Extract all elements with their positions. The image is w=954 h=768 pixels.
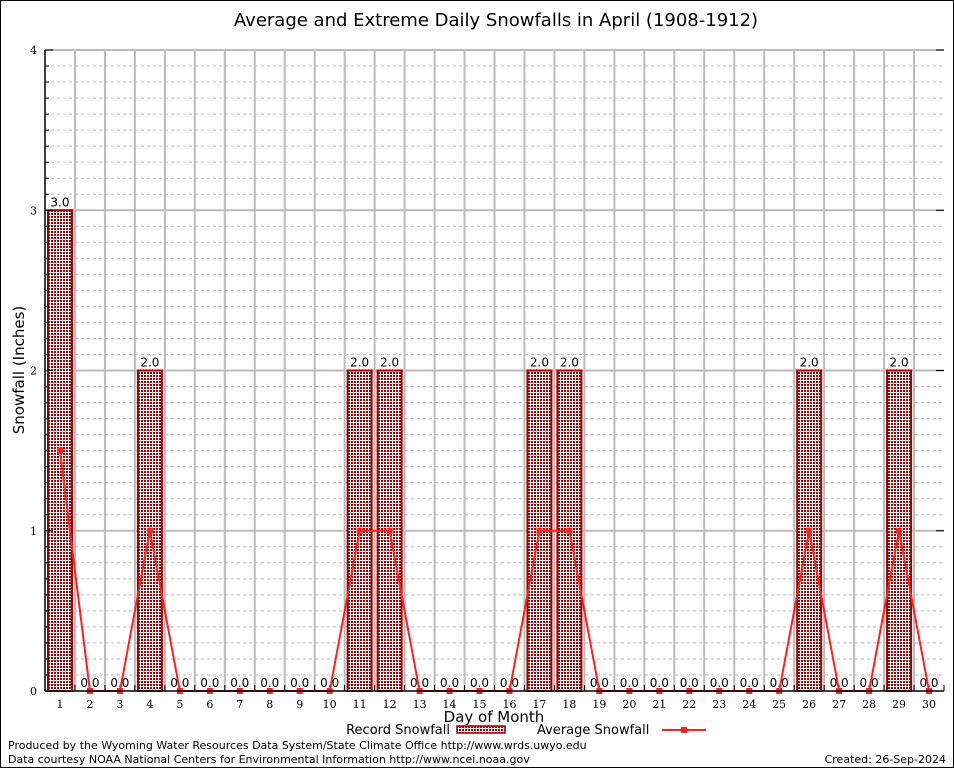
x-tick-label: 29 — [892, 698, 906, 711]
x-tick-label: 24 — [742, 698, 756, 711]
x-tick-label: 23 — [712, 698, 726, 711]
bar-value-label: 0.0 — [200, 676, 219, 690]
bar-value-label: 0.0 — [590, 676, 609, 690]
x-tick-label: 8 — [266, 698, 273, 711]
average-point — [146, 527, 153, 534]
x-axis-label: Day of Month — [444, 708, 545, 726]
bar-value-label: 0.0 — [620, 676, 639, 690]
bar-value-label: 2.0 — [560, 356, 579, 370]
bar-value-label: 0.0 — [170, 676, 189, 690]
bar-value-label: 2.0 — [530, 356, 549, 370]
y-tick-label: 4 — [30, 44, 37, 57]
legend-average-marker — [681, 727, 687, 733]
average-point — [896, 527, 903, 534]
bar-value-label: 2.0 — [350, 356, 369, 370]
footer-produced-by: Produced by the Wyoming Water Resources … — [8, 739, 587, 752]
x-tick-label: 2 — [86, 698, 93, 711]
bar-value-label: 0.0 — [470, 676, 489, 690]
bar-value-label: 0.0 — [440, 676, 459, 690]
bar-value-label: 0.0 — [110, 676, 129, 690]
bar-value-label: 0.0 — [919, 676, 938, 690]
x-tick-label: 17 — [532, 698, 546, 711]
bar-value-label: 0.0 — [410, 676, 429, 690]
y-axis-label: Snowfall (Inches) — [10, 306, 28, 434]
average-point — [536, 527, 543, 534]
x-tick-label: 19 — [592, 698, 606, 711]
bar-value-label: 0.0 — [770, 676, 789, 690]
x-tick-label: 9 — [296, 698, 303, 711]
bar-value-label: 2.0 — [890, 356, 909, 370]
legend-record-swatch — [456, 725, 506, 734]
bar-value-label: 0.0 — [740, 676, 759, 690]
footer-created: Created: 26-Sep-2024 — [824, 753, 946, 766]
average-point — [386, 527, 393, 534]
bar-value-label: 2.0 — [800, 356, 819, 370]
x-tick-label: 22 — [682, 698, 696, 711]
x-tick-label: 1 — [56, 698, 63, 711]
bar-value-label: 0.0 — [260, 676, 279, 690]
x-tick-label: 30 — [922, 698, 936, 711]
x-tick-label: 25 — [772, 698, 786, 711]
x-tick-label: 26 — [802, 698, 816, 711]
x-tick-label: 16 — [502, 698, 516, 711]
bar-value-label: 0.0 — [230, 676, 249, 690]
bar-value-label: 0.0 — [830, 676, 849, 690]
y-tick-label: 3 — [30, 204, 37, 217]
x-tick-label: 5 — [176, 698, 183, 711]
x-tick-label: 6 — [206, 698, 213, 711]
x-tick-label: 13 — [413, 698, 427, 711]
legend-average-label: Average Snowfall — [537, 723, 649, 738]
x-tick-label: 20 — [622, 698, 636, 711]
bar-value-label: 2.0 — [140, 356, 159, 370]
bar-value-label: 3.0 — [50, 195, 69, 209]
x-tick-label: 10 — [323, 698, 337, 711]
x-tick-label: 14 — [443, 698, 457, 711]
average-point — [56, 447, 63, 454]
bar-value-label: 2.0 — [380, 356, 399, 370]
x-tick-label: 27 — [832, 698, 846, 711]
x-tick-label: 15 — [473, 698, 487, 711]
x-tick-label: 21 — [652, 698, 666, 711]
bar-value-label: 0.0 — [320, 676, 339, 690]
bar-value-label: 0.0 — [500, 676, 519, 690]
x-tick-label: 18 — [562, 698, 576, 711]
bar-value-label: 0.0 — [860, 676, 879, 690]
x-tick-label: 7 — [236, 698, 243, 711]
x-tick-label: 12 — [383, 698, 397, 711]
y-tick-label: 0 — [30, 685, 37, 698]
bar-value-label: 0.0 — [680, 676, 699, 690]
y-tick-label: 1 — [30, 525, 37, 538]
chart-title: Average and Extreme Daily Snowfalls in A… — [234, 10, 758, 31]
footer-data-courtesy: Data courtesy NOAA National Centers for … — [8, 753, 530, 766]
bar-value-label: 0.0 — [710, 676, 729, 690]
legend-record-label: Record Snowfall — [346, 723, 450, 738]
x-tick-label: 28 — [862, 698, 876, 711]
average-point — [806, 527, 813, 534]
bar-value-label: 0.0 — [290, 676, 309, 690]
average-point — [566, 527, 573, 534]
x-tick-label: 4 — [146, 698, 153, 711]
bar-value-label: 0.0 — [650, 676, 669, 690]
average-point — [356, 527, 363, 534]
x-tick-label: 3 — [116, 698, 123, 711]
y-tick-label: 2 — [30, 365, 37, 378]
x-tick-label: 11 — [353, 698, 367, 711]
